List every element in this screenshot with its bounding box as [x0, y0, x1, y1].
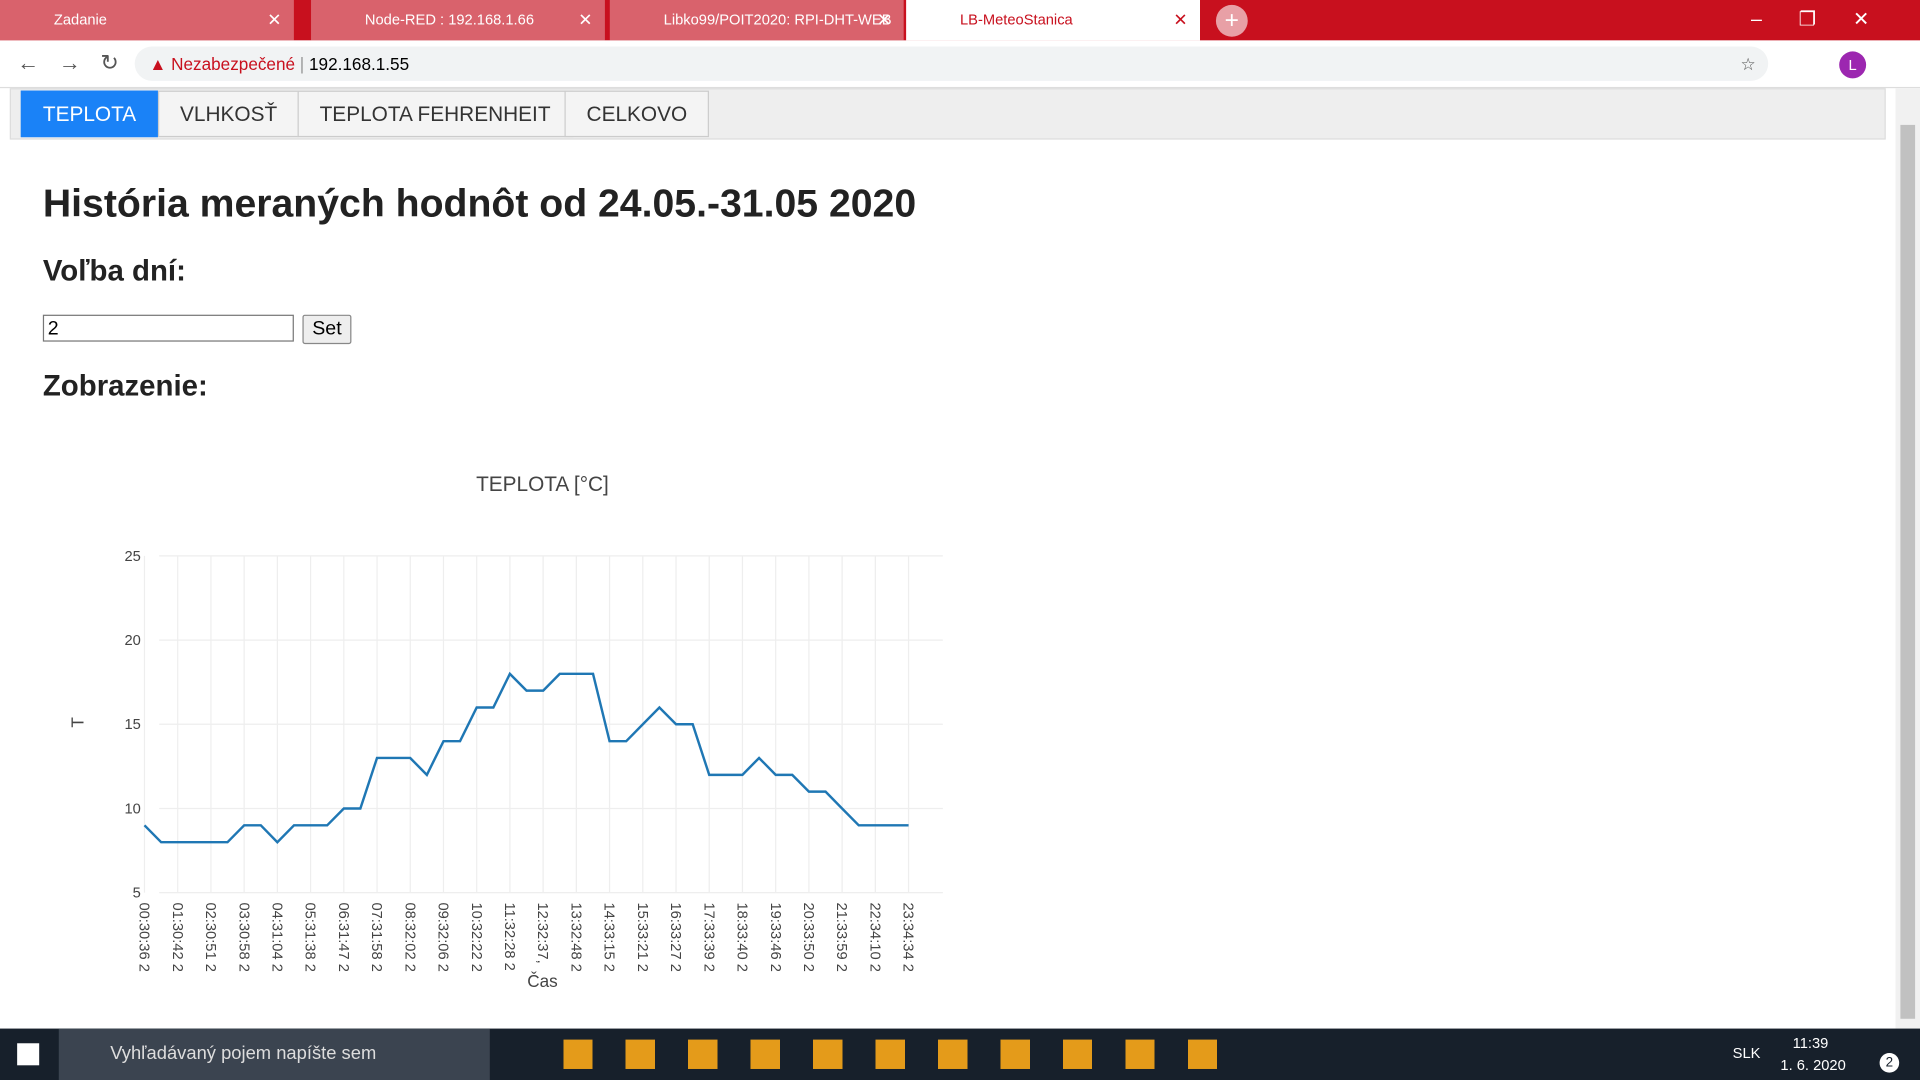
x-tick-label: 04:31:04 2 — [268, 902, 284, 971]
browser-tab[interactable]: Node-RED : 192.168.1.66 ✕ — [311, 0, 605, 41]
x-tick-label: 06:31:47 2 — [335, 902, 351, 971]
window-controls[interactable]: –❐✕ — [1751, 9, 1907, 31]
security-warning: Nezabezpečené — [171, 53, 296, 74]
x-tick-label: 15:33:21 2 — [634, 902, 650, 971]
taskbar-apps[interactable] — [563, 1039, 1225, 1069]
x-tick-label: 00:30:36 2 — [136, 902, 152, 971]
omnibox[interactable]: ▲ Nezabezpečené | 192.168.1.55 ☆ — [134, 46, 1769, 81]
x-tick-label: 20:33:50 2 — [800, 902, 816, 971]
avatar[interactable]: L — [1839, 51, 1867, 79]
nav-tab[interactable]: TEPLOTA FEHRENHEIT — [297, 90, 573, 138]
x-tick-label: 19:33:46 2 — [767, 902, 783, 971]
language[interactable]: SLK — [1732, 1044, 1761, 1062]
taskbar: Vyhľadávaný pojem napíšte sem SLK 11:39 … — [0, 1028, 1920, 1080]
x-tick-label: 18:33:40 2 — [734, 902, 750, 971]
x-tick-label: 01:30:42 2 — [169, 902, 185, 971]
browser-tab[interactable]: Zadanie ✕ — [0, 0, 294, 41]
x-tick-label: 09:32:06 2 — [435, 902, 451, 971]
scrollbar[interactable] — [1895, 88, 1920, 1029]
url: 192.168.1.55 — [309, 53, 410, 74]
x-tick-label: 12:32:37, — [534, 902, 550, 963]
x-tick-label: 16:33:27 2 — [667, 902, 683, 971]
chart-title: TEPLOTA [°C] — [476, 473, 609, 496]
nav-tab[interactable]: VLHKOSŤ — [157, 90, 300, 138]
y-axis-title: T — [67, 717, 87, 728]
x-tick-label: 10:32:22 2 — [468, 902, 484, 971]
x-axis-title: Čas — [527, 971, 557, 991]
nav-tab[interactable]: CELKOVO — [564, 90, 710, 138]
days-input[interactable]: 2 — [42, 314, 294, 342]
browser-tab[interactable]: LB-MeteoStanica ✕ — [906, 0, 1200, 41]
y-tick-label: 25 — [124, 549, 140, 565]
tab-title: Zadanie — [53, 11, 107, 29]
x-tick-label: 05:31:38 2 — [302, 902, 318, 971]
x-tick-label: 08:32:02 2 — [401, 902, 417, 971]
tab-title: Node-RED : 192.168.1.66 — [364, 11, 534, 29]
nav-tab[interactable]: TEPLOTA — [20, 90, 159, 138]
start-button[interactable] — [17, 1043, 40, 1066]
tab-bar: Zadanie ✕ Node-RED : 192.168.1.66 ✕ Libko9… — [0, 0, 1920, 41]
x-tick-label: 14:33:15 2 — [601, 902, 617, 971]
x-tick-label: 22:34:10 2 — [866, 902, 882, 971]
search-box[interactable]: Vyhľadávaný pojem napíšte sem — [58, 1028, 490, 1080]
set-button[interactable]: Set — [302, 314, 352, 345]
new-tab[interactable]: + — [1215, 4, 1248, 37]
x-tick-label: 21:33:59 2 — [833, 902, 849, 971]
x-tick-label: 07:31:58 2 — [368, 902, 384, 971]
x-tick-label: 11:32:28 2 — [501, 902, 517, 970]
heading: História meraných hodnôt od 24.05.-31.05… — [42, 181, 917, 226]
browser-tab[interactable]: Libko99/POIT2020: RPI-DHT-WEB ✕ — [609, 0, 904, 41]
days-label: Voľba dní: — [42, 254, 186, 288]
address-bar: ←→↻ ▲ Nezabezpečené | 192.168.1.55 ☆ L — [0, 40, 1920, 89]
x-tick-label: 02:30:51 2 — [202, 902, 218, 971]
nav: TEPLOTA VLHKOSŤ TEPLOTA FEHRENHEIT CELKO… — [9, 88, 1886, 140]
clock-time[interactable]: 11:39 — [1792, 1034, 1829, 1052]
y-tick-label: 15 — [124, 717, 140, 733]
tab-title: LB-MeteoStanica — [960, 11, 1073, 29]
display-label: Zobrazenie: — [42, 369, 208, 403]
x-tick-label: 13:32:48 2 — [567, 902, 583, 971]
y-tick-label: 20 — [124, 633, 140, 649]
y-tick-label: 5 — [133, 886, 141, 902]
x-tick-label: 23:34:34 2 — [900, 902, 916, 971]
tab-title: Libko99/POIT2020: RPI-DHT-WEB — [663, 11, 892, 29]
data-line — [143, 671, 909, 844]
clock-date[interactable]: 1. 6. 2020 — [1780, 1056, 1846, 1074]
x-tick-label: 03:30:58 2 — [235, 902, 251, 971]
notifications[interactable]: 2 — [1879, 1053, 1900, 1073]
y-tick-label: 10 — [124, 801, 140, 817]
nav-buttons[interactable]: ←→↻ — [17, 50, 139, 75]
x-tick-label: 17:33:39 2 — [700, 902, 716, 971]
chart: TEPLOTA [°C] Čas T 5 10 15 20 25 00:30:36 2 01… — [67, 473, 943, 991]
